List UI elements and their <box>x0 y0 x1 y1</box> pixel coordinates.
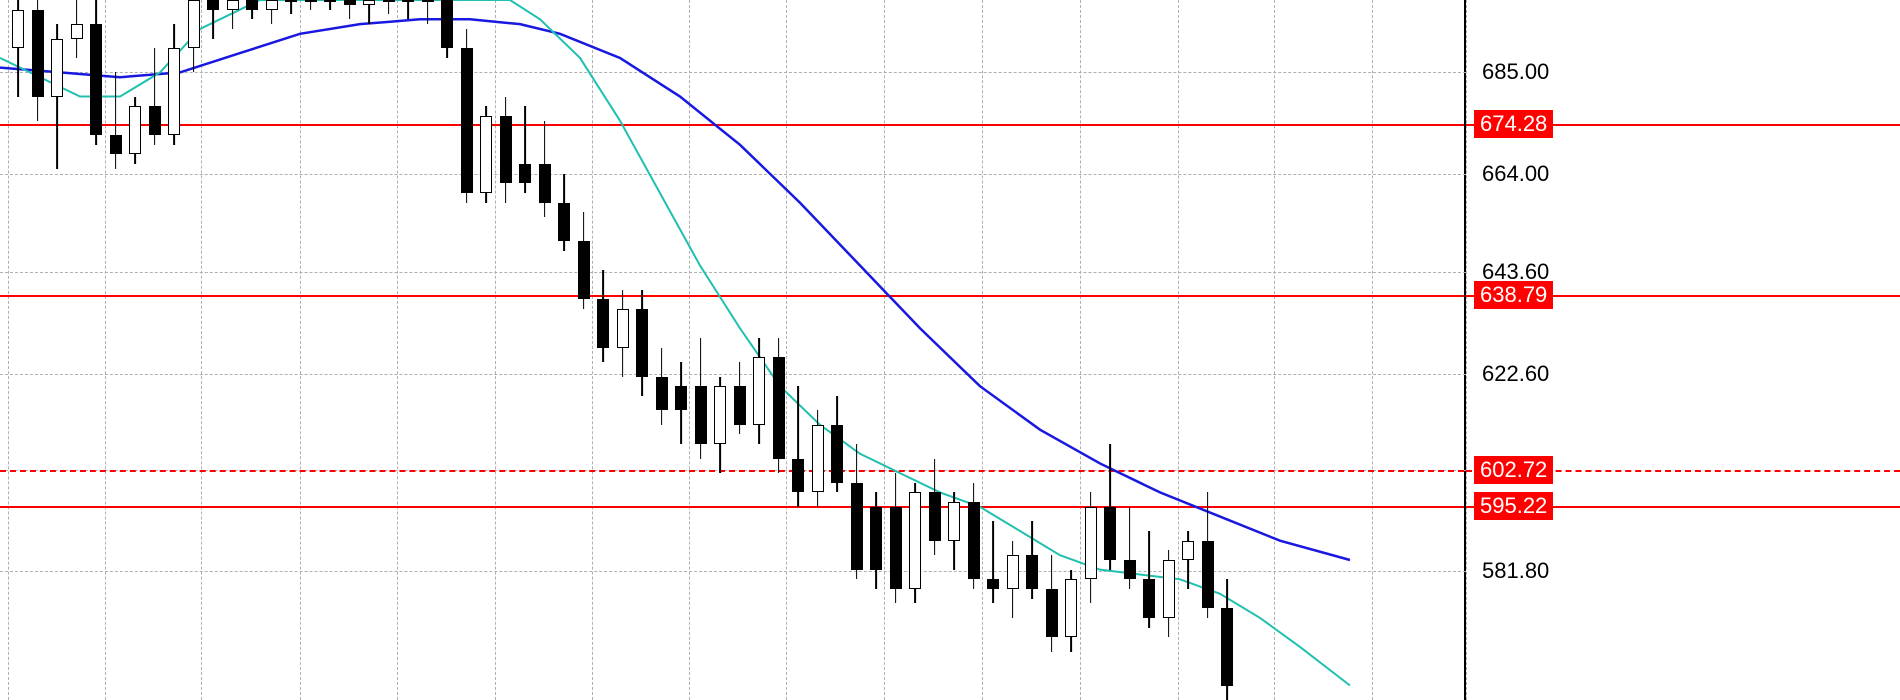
price-level-line <box>0 470 1464 472</box>
plot-area[interactable] <box>0 0 1466 700</box>
gridline-v <box>689 0 690 700</box>
gridline-v <box>786 0 787 700</box>
gridline-v <box>8 0 9 700</box>
slow-ma-line <box>0 19 1350 560</box>
ma-lines <box>0 0 1466 700</box>
gridline-v <box>1372 0 1373 700</box>
price-level-line <box>0 295 1464 297</box>
price-level-line <box>0 124 1464 126</box>
gridline-v <box>1274 0 1275 700</box>
gridline-v <box>592 0 593 700</box>
price-level-label: 602.72 <box>1474 456 1553 484</box>
price-level-label: 595.22 <box>1474 492 1553 520</box>
gridline-h <box>0 374 1466 375</box>
gridline-v <box>1178 0 1179 700</box>
gridline-v <box>884 0 885 700</box>
gridline-v <box>495 0 496 700</box>
price-level-label: 674.28 <box>1474 110 1553 138</box>
axis-label: 685.00 <box>1482 59 1549 85</box>
gridline-h <box>0 571 1466 572</box>
gridline-v <box>1080 0 1081 700</box>
gridline-h <box>0 72 1466 73</box>
gridline-v <box>201 0 202 700</box>
gridline-h <box>0 174 1466 175</box>
axis-label: 622.60 <box>1482 361 1549 387</box>
axis-label: 581.80 <box>1482 558 1549 584</box>
gridline-v <box>105 0 106 700</box>
gridline-v <box>300 0 301 700</box>
gridline-v <box>982 0 983 700</box>
gridline-v <box>397 0 398 700</box>
y-axis: 685.00664.00643.60622.60581.80 674.28638… <box>1466 0 1900 700</box>
candlestick-chart: 685.00664.00643.60622.60581.80 674.28638… <box>0 0 1900 700</box>
price-level-label: 638.79 <box>1474 281 1553 309</box>
gridline-h <box>0 272 1466 273</box>
price-level-line <box>0 506 1464 508</box>
axis-label: 664.00 <box>1482 161 1549 187</box>
